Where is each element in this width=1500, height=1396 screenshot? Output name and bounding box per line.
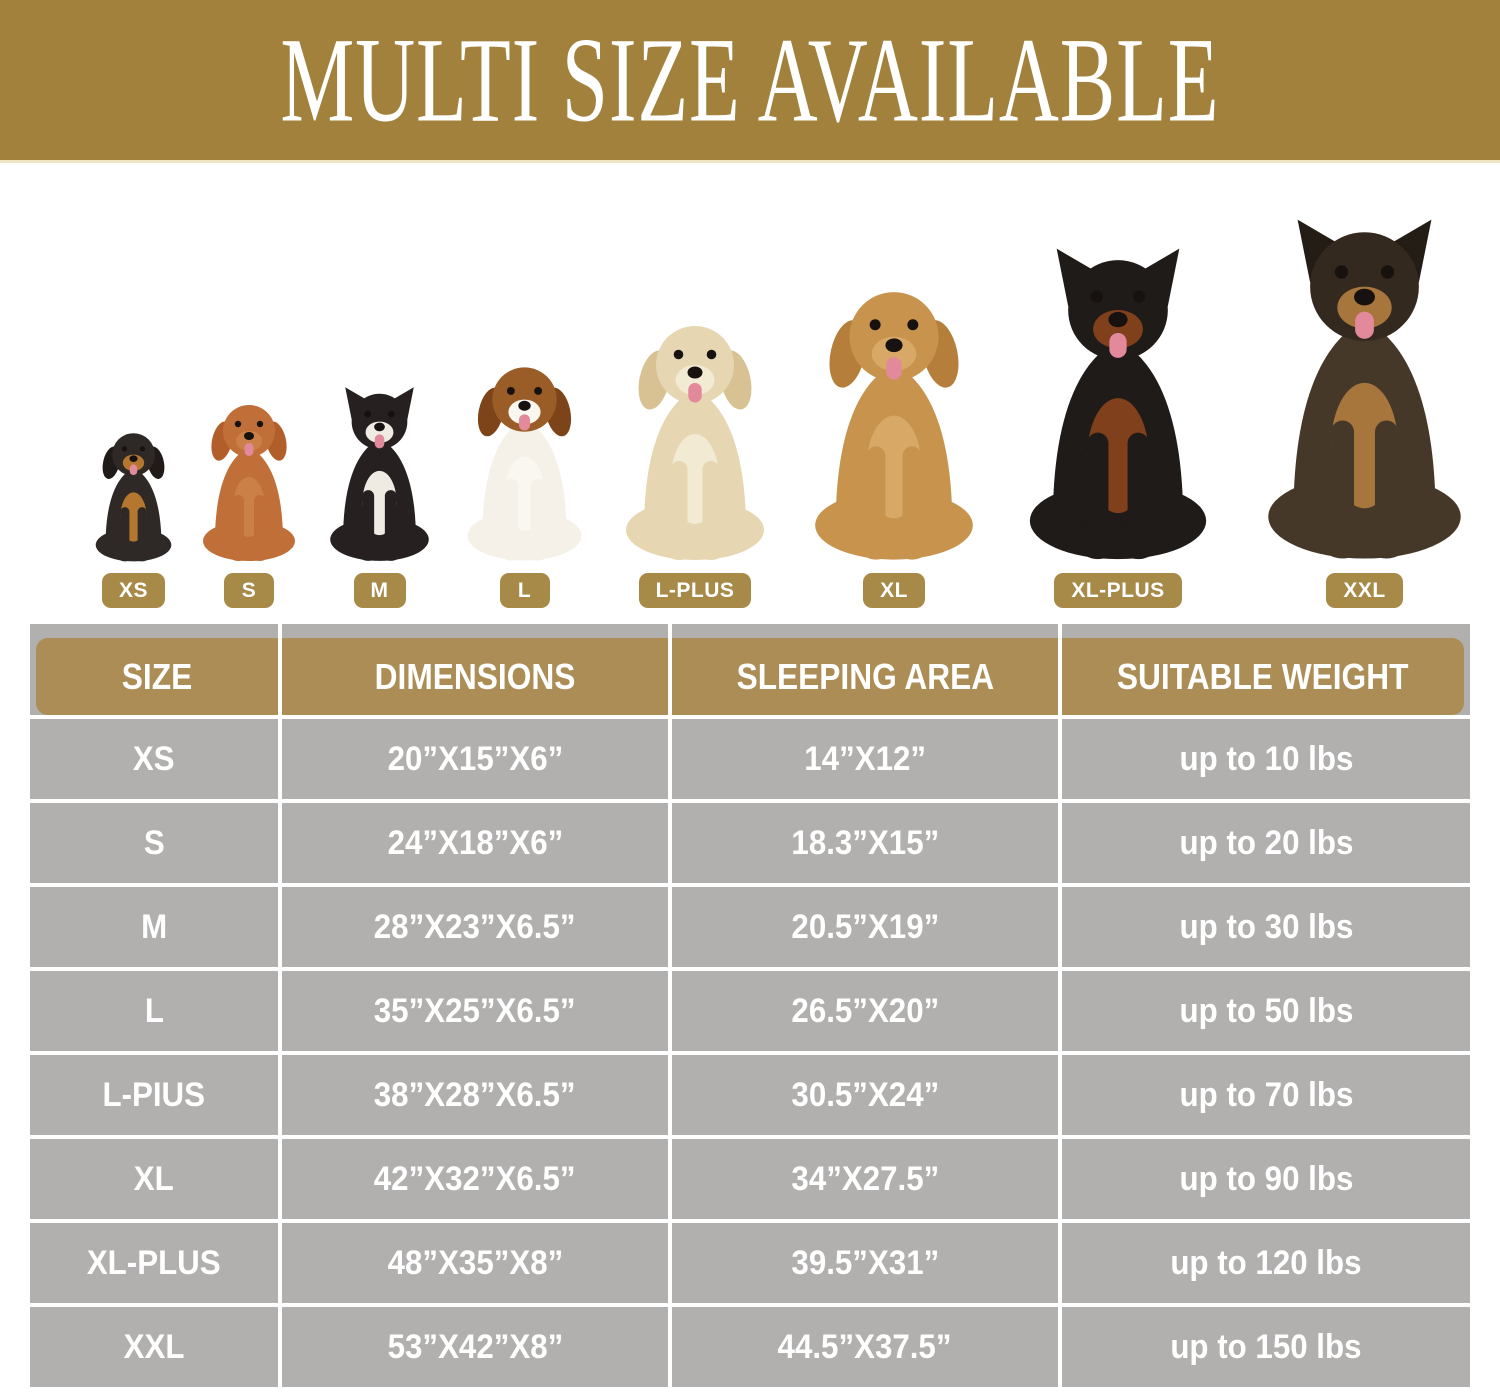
title-banner: MULTI SIZE AVAILABLE — [0, 0, 1500, 163]
dachshund-image — [95, 433, 172, 562]
cell-size: XXL — [30, 1307, 278, 1387]
header-label-suitable-weight: SUITABLE WEIGHT — [1117, 655, 1409, 697]
cell-size: S — [30, 803, 278, 883]
size-badge-xs: XS — [101, 573, 165, 608]
cell-sleeping-area: 26.5”X20” — [672, 971, 1058, 1051]
cell-size: M — [30, 887, 278, 967]
french-bulldog-image — [330, 387, 429, 561]
header-label-size: SIZE — [121, 655, 193, 697]
size-badge-xl-plus: XL-PLUS — [1054, 573, 1182, 608]
german-shepherd-image — [1268, 219, 1461, 559]
cell-suitable-weight: up to 90 lbs — [1062, 1139, 1470, 1219]
cell-suitable-weight: up to 120 lbs — [1062, 1223, 1470, 1303]
pointy-ears — [1297, 219, 1432, 283]
size-badge-xl: XL — [863, 573, 925, 608]
pointy-ears — [345, 387, 414, 420]
cell-size: XL — [30, 1139, 278, 1219]
cell-dimensions: 42”X32”X6.5” — [282, 1139, 668, 1219]
cell-size: L-PIUS — [30, 1055, 278, 1135]
dog-column-xl-plus: XL-PLUS — [1003, 241, 1233, 608]
dog-column-xl: XL — [791, 275, 997, 608]
cell-size: XS — [30, 719, 278, 799]
dog-column-xxl: XXL — [1239, 211, 1490, 608]
size-badge-l: L — [499, 573, 550, 608]
dog-column-m: M — [315, 383, 444, 608]
golden-retriever-image — [815, 292, 973, 560]
size-badge-xxl: XXL — [1326, 573, 1403, 608]
cell-dimensions: 53”X42”X8” — [282, 1307, 668, 1387]
pointy-ears — [1056, 248, 1180, 307]
cell-sleeping-area: 44.5”X37.5” — [672, 1307, 1058, 1387]
cell-suitable-weight: up to 150 lbs — [1062, 1307, 1470, 1387]
cell-dimensions: 48”X35”X8” — [282, 1223, 668, 1303]
size-badge-s: S — [224, 573, 274, 608]
page-title: MULTI SIZE AVAILABLE — [280, 13, 1220, 147]
size-table: SIZE DIMENSIONS SLEEPING AREA SUITABLE W… — [30, 624, 1470, 1387]
cell-size: L — [30, 971, 278, 1051]
toy-poodle-image — [203, 405, 295, 561]
dog-column-l: L — [450, 355, 599, 608]
cell-sleeping-area: 34”X27.5” — [672, 1139, 1058, 1219]
doberman-image — [1029, 248, 1207, 560]
cell-dimensions: 35”X25”X6.5” — [282, 971, 668, 1051]
cell-suitable-weight: up to 10 lbs — [1062, 719, 1470, 799]
cell-dimensions: 20”X15”X6” — [282, 719, 668, 799]
dog-column-l-plus: L-PLUS — [605, 311, 785, 608]
cell-suitable-weight: up to 20 lbs — [1062, 803, 1470, 883]
cell-sleeping-area: 30.5”X24” — [672, 1055, 1058, 1135]
cell-dimensions: 38”X28”X6.5” — [282, 1055, 668, 1135]
cell-size: XL-PLUS — [30, 1223, 278, 1303]
dog-column-xs: XS — [84, 425, 183, 608]
cell-suitable-weight: up to 50 lbs — [1062, 971, 1470, 1051]
dogs-row: XS S — [0, 163, 1500, 624]
size-badge-m: M — [353, 573, 406, 608]
cell-sleeping-area: 18.3”X15” — [672, 803, 1058, 883]
cell-dimensions: 24”X18”X6” — [282, 803, 668, 883]
size-badge-l-plus: L-PLUS — [638, 573, 752, 608]
beagle-image — [467, 367, 582, 561]
header-cell-size: SIZE — [30, 624, 278, 715]
header-label-sleeping-area: SLEEPING AREA — [736, 655, 994, 697]
header-label-dimensions: DIMENSIONS — [374, 655, 576, 697]
cell-sleeping-area: 39.5”X31” — [672, 1223, 1058, 1303]
header-cell-suitable-weight: SUITABLE WEIGHT — [1062, 624, 1470, 715]
dog-column-s: S — [189, 395, 309, 608]
cell-sleeping-area: 20.5”X19” — [672, 887, 1058, 967]
cell-suitable-weight: up to 30 lbs — [1062, 887, 1470, 967]
cell-dimensions: 28”X23”X6.5” — [282, 887, 668, 967]
cell-suitable-weight: up to 70 lbs — [1062, 1055, 1470, 1135]
header-cell-sleeping-area: SLEEPING AREA — [672, 624, 1058, 715]
header-cell-dimensions: DIMENSIONS — [282, 624, 668, 715]
cream-golden-retriever-image — [626, 326, 764, 560]
cell-sleeping-area: 14”X12” — [672, 719, 1058, 799]
